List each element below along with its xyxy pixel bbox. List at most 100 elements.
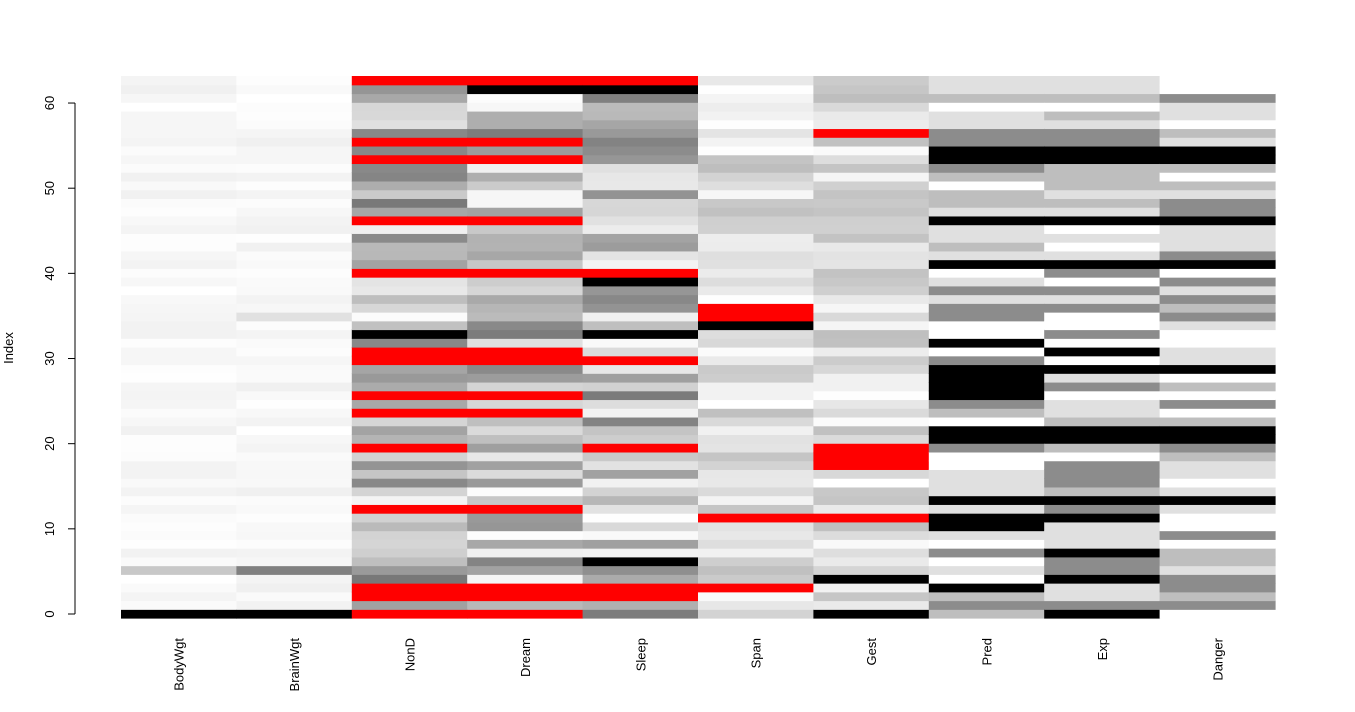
heatmap-cell-Gest-56 <box>813 128 930 138</box>
heatmap-cell-Sleep-43 <box>582 242 699 252</box>
heatmap-cell-Exp-27 <box>1044 381 1161 392</box>
heatmap-cell-Gest-17 <box>813 469 930 479</box>
heatmap-cell-NonD-60 <box>351 93 468 103</box>
heatmap-cell-Pred-25 <box>928 399 1045 409</box>
y-tick-label: 0 <box>42 610 57 617</box>
heatmap-cell-Gest-50 <box>813 180 930 191</box>
heatmap-cell-Sleep-53 <box>582 154 699 165</box>
heatmap-cell-BrainWgt-34 <box>236 320 353 331</box>
x-tick-label-sleep: Sleep <box>633 638 648 671</box>
heatmap-cell-Exp-31 <box>1044 347 1161 357</box>
heatmap-cell-NonD-27 <box>351 381 468 392</box>
heatmap-cell-Sleep-13 <box>582 504 699 514</box>
heatmap-cell-Sleep-10 <box>582 530 699 540</box>
heatmap-cell-Gest-11 <box>813 521 930 532</box>
heatmap-cell-Danger-10 <box>1159 530 1276 540</box>
heatmap-cell-Dream-17 <box>467 469 584 479</box>
heatmap-cell-Pred-37 <box>928 294 1045 304</box>
heatmap-cell-BrainWgt-6 <box>236 565 353 575</box>
heatmap-cell-Exp-39 <box>1044 277 1161 287</box>
heatmap-cell-BrainWgt-16 <box>236 478 353 488</box>
heatmap-cell-Sleep-27 <box>582 381 699 392</box>
heatmap-cell-Pred-41 <box>928 259 1045 269</box>
heatmap-cell-BodyWgt-29 <box>121 364 237 374</box>
heatmap-cell-Dream-58 <box>467 110 584 121</box>
heatmap-cell-NonD-58 <box>351 110 468 121</box>
heatmap-cell-Gest-21 <box>813 434 930 444</box>
heatmap-cell-Gest-31 <box>813 347 930 357</box>
heatmap-cell-Exp-59 <box>1044 102 1161 112</box>
heatmap-cell-BodyWgt-19 <box>121 451 237 462</box>
heatmap-cell-NonD-47 <box>351 207 468 217</box>
heatmap-cell-BrainWgt-11 <box>236 521 353 532</box>
heatmap-cell-NonD-22 <box>351 425 468 436</box>
heatmap-cell-Span-48 <box>698 198 814 208</box>
heatmap-cell-Span-13 <box>698 504 814 514</box>
heatmap-cell-Sleep-39 <box>582 277 699 287</box>
heatmap-cell-Exp-26 <box>1044 390 1161 401</box>
heatmap-cell-Dream-24 <box>467 408 584 418</box>
heatmap-cell-Exp-37 <box>1044 294 1161 304</box>
heatmap-cell-Dream-9 <box>467 539 584 549</box>
heatmap-cell-BrainWgt-22 <box>236 425 353 436</box>
heatmap-cell-Sleep-30 <box>582 355 699 366</box>
heatmap-cell-Exp-51 <box>1044 172 1161 182</box>
heatmap-cell-Danger-51 <box>1159 172 1276 182</box>
heatmap-cell-Exp-58 <box>1044 110 1161 121</box>
heatmap-cell-NonD-20 <box>351 443 468 453</box>
heatmap-cell-Span-62 <box>698 76 814 86</box>
heatmap-cell-Gest-59 <box>813 102 930 112</box>
heatmap-cell-Sleep-26 <box>582 390 699 401</box>
heatmap-cell-Gest-36 <box>813 303 930 313</box>
heatmap-cell-BrainWgt-45 <box>236 224 353 234</box>
heatmap-cell-Sleep-51 <box>582 172 699 182</box>
heatmap-cell-Span-4 <box>698 583 814 593</box>
heatmap-cell-Exp-43 <box>1044 242 1161 252</box>
heatmap-cell-BodyWgt-37 <box>121 294 237 304</box>
heatmap-cell-Dream-50 <box>467 180 584 191</box>
heatmap-cell-Gest-62 <box>813 76 930 86</box>
heatmap-cell-Span-16 <box>698 478 814 488</box>
heatmap-cell-Gest-47 <box>813 207 930 217</box>
heatmap-cell-Danger-37 <box>1159 294 1276 304</box>
heatmap-cell-Gest-39 <box>813 277 930 287</box>
heatmap-cell-Danger-8 <box>1159 548 1276 558</box>
heatmap-cell-Gest-9 <box>813 539 930 549</box>
heatmap-cell-Span-40 <box>698 268 814 278</box>
heatmap-cell-Pred-9 <box>928 539 1045 549</box>
y-tick-label: 60 <box>42 96 57 110</box>
heatmap-cell-NonD-7 <box>351 556 468 567</box>
heatmap-cell-Gest-43 <box>813 242 930 252</box>
heatmap-cell-Span-6 <box>698 565 814 575</box>
heatmap-cell-Dream-27 <box>467 381 584 392</box>
heatmap-cell-NonD-23 <box>351 416 468 427</box>
heatmap-cell-Dream-46 <box>467 215 584 226</box>
heatmap-cell-Dream-8 <box>467 548 584 558</box>
heatmap-cell-BodyWgt-51 <box>121 172 237 182</box>
heatmap-cell-Span-10 <box>698 530 814 540</box>
heatmap-cell-Exp-11 <box>1044 521 1161 532</box>
heatmap-cell-Dream-5 <box>467 574 584 584</box>
heatmap-cell-Danger-48 <box>1159 198 1276 208</box>
heatmap-cell-BrainWgt-59 <box>236 102 353 112</box>
heatmap-cell-Danger-60 <box>1159 93 1276 103</box>
heatmap-cell-BrainWgt-55 <box>236 137 353 147</box>
heatmap-cell-Sleep-57 <box>582 119 699 130</box>
heatmap-cell-Danger-45 <box>1159 224 1276 234</box>
heatmap-cell-NonD-5 <box>351 574 468 584</box>
heatmap-cell-Pred-26 <box>928 390 1045 401</box>
heatmap-cell-Sleep-19 <box>582 451 699 462</box>
heatmap-cell-NonD-34 <box>351 320 468 331</box>
heatmap-cell-Pred-12 <box>928 513 1045 523</box>
heatmap-cell-Sleep-58 <box>582 110 699 121</box>
heatmap-cell-BrainWgt-9 <box>236 539 353 549</box>
heatmap-cell-Danger-11 <box>1159 521 1276 532</box>
heatmap-cell-Danger-31 <box>1159 347 1276 357</box>
heatmap-cell-NonD-18 <box>351 460 468 470</box>
heatmap-cell-Sleep-14 <box>582 495 699 505</box>
heatmap-cell-Dream-48 <box>467 198 584 208</box>
heatmap-cell-Sleep-52 <box>582 163 699 173</box>
heatmap-cell-Span-56 <box>698 128 814 138</box>
heatmap-cell-Gest-35 <box>813 312 930 322</box>
